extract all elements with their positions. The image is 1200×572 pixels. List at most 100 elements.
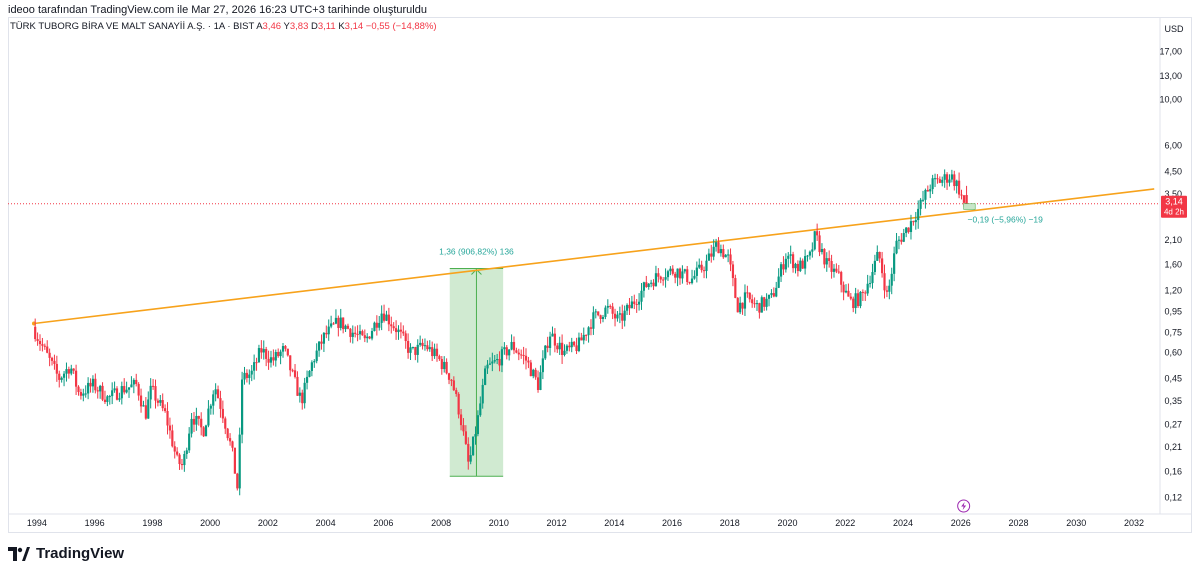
candle-body — [503, 347, 506, 350]
candle-body — [912, 221, 915, 223]
candle-body — [228, 438, 232, 442]
chart-frame[interactable] — [8, 17, 1192, 533]
candle-body — [243, 372, 246, 380]
candle-body — [650, 282, 653, 284]
candle-body — [498, 359, 501, 366]
candle-body — [382, 313, 386, 321]
y-tick-label: 6,00 — [1164, 140, 1182, 150]
candle-body — [265, 349, 268, 359]
candle-body — [806, 255, 809, 257]
last-price-value: 3,14 — [1165, 197, 1183, 207]
candle-body — [147, 399, 150, 419]
candle-body — [493, 360, 496, 362]
candle-body — [103, 399, 107, 403]
candle-body — [635, 303, 638, 305]
candle-body — [452, 380, 455, 391]
candle-body — [113, 388, 116, 391]
candle-body — [41, 344, 44, 346]
candle-body — [496, 359, 499, 361]
candle-body — [522, 354, 525, 356]
candle-body — [669, 268, 672, 272]
candle-body — [510, 341, 513, 350]
y-tick-label: 3,50 — [1164, 189, 1182, 199]
candle-body — [84, 393, 87, 395]
candle-body — [633, 301, 636, 304]
candle-body — [825, 258, 828, 265]
candle-body — [224, 418, 227, 429]
candle-body — [108, 396, 111, 398]
candle-body — [161, 400, 164, 409]
candle-body — [811, 249, 814, 252]
candle-body — [541, 358, 544, 373]
y-tick-label: 0,12 — [1164, 493, 1182, 503]
candle-body — [315, 350, 318, 362]
candle-body — [144, 405, 147, 419]
candle-body — [681, 271, 684, 279]
candle-body — [599, 315, 602, 319]
candle-body — [695, 267, 698, 276]
candle-body — [464, 431, 467, 444]
candle-body — [274, 352, 277, 361]
open-value: 3,46 — [262, 21, 282, 32]
candle-body — [91, 378, 95, 387]
candle-body — [758, 303, 761, 313]
candle-body — [195, 415, 198, 425]
candle-body — [303, 382, 306, 404]
candle-body — [58, 373, 61, 380]
high-value: 3,83 — [289, 21, 309, 32]
candle-body — [888, 285, 891, 292]
candle-body — [760, 297, 763, 313]
x-tick-label: 2000 — [200, 518, 220, 528]
candle-body — [568, 345, 571, 348]
candle-body — [777, 276, 780, 288]
candle-body — [900, 239, 903, 242]
candle-body — [450, 379, 453, 381]
candle-body — [787, 255, 790, 259]
candle-body — [717, 242, 720, 254]
candle-body — [604, 307, 607, 317]
candle-body — [431, 347, 434, 357]
candle-body — [837, 271, 840, 273]
candle-body — [585, 334, 588, 336]
candle-body — [207, 408, 210, 426]
candle-body — [43, 345, 46, 347]
candle-body — [630, 301, 633, 309]
candle-body — [609, 305, 612, 307]
candle-body — [337, 317, 340, 328]
candle-body — [123, 386, 126, 393]
candle-body — [517, 352, 520, 355]
candle-body — [370, 331, 374, 339]
candle-body — [310, 362, 313, 372]
candle-body — [645, 282, 648, 288]
close-value: 3,14 — [344, 21, 364, 32]
candle-body — [50, 357, 54, 361]
tradingview-brand[interactable]: TradingView — [8, 545, 124, 562]
candle-body — [173, 446, 176, 452]
candle-body — [683, 269, 686, 272]
candle-body — [671, 268, 674, 274]
candle-body — [561, 342, 564, 355]
candle-body — [101, 385, 104, 400]
candle-body — [823, 248, 826, 265]
tradingview-logo-icon — [8, 546, 30, 561]
candle-body — [481, 384, 484, 404]
candle-body — [419, 342, 422, 345]
candle-body — [327, 326, 330, 335]
candle-body — [366, 336, 369, 339]
candle-body — [325, 332, 328, 335]
candle-body — [55, 363, 58, 374]
candle-body — [70, 368, 73, 374]
candle-body — [527, 360, 530, 363]
candle-body — [741, 302, 744, 309]
candle-body — [897, 239, 901, 241]
candle-body — [955, 180, 958, 187]
candle-body — [712, 246, 715, 257]
candle-body — [727, 254, 730, 256]
y-tick-label: 1,20 — [1164, 285, 1182, 295]
candle-body — [724, 254, 727, 258]
candle-body — [438, 356, 441, 360]
candle-body — [62, 373, 66, 378]
candle-body — [914, 220, 917, 223]
candle-body — [407, 341, 410, 353]
